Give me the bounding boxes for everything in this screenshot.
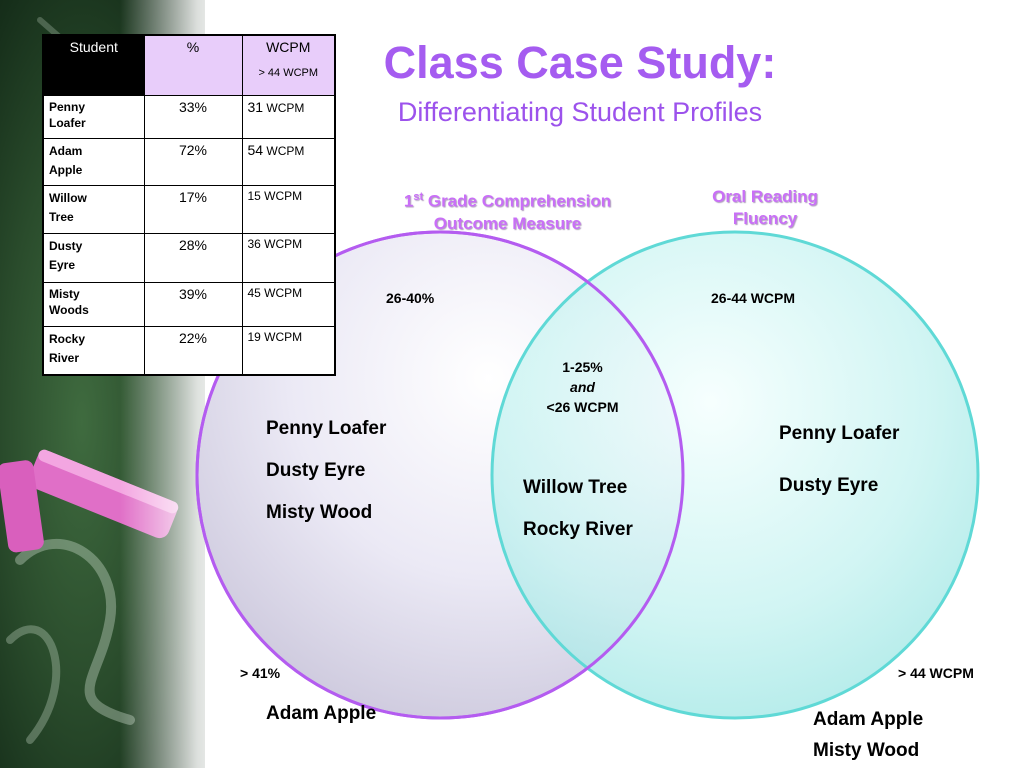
student-name-cell: Adam Apple <box>42 137 145 187</box>
list-item: Misty Wood <box>266 502 373 523</box>
percent-cell: 39% <box>143 281 243 328</box>
percent-cell: 72% <box>143 137 243 187</box>
overlap-wcpm-range: <26 WCPM <box>546 399 619 415</box>
percent-cell: 22% <box>143 326 243 376</box>
header-wcpm-label: WCPM <box>266 39 311 55</box>
page-subtitle: Differentiating Student Profiles <box>397 97 763 127</box>
student-name-cell: Misty Woods <box>42 281 145 328</box>
wcpm-cell: 19 WCPM <box>241 326 336 376</box>
header-wcpm: WCPM > 44 WCPM <box>241 34 336 96</box>
student-name-cell: Penny Loafer <box>42 94 145 139</box>
student-last-name: Apple <box>49 162 83 177</box>
wcpm-value: 54 <box>247 141 264 158</box>
wcpm-cell: 36 WCPM <box>241 233 336 283</box>
list-item: Rocky River <box>523 519 633 540</box>
list-item: Adam Apple <box>266 703 377 724</box>
wcpm-cell: 15 WCPM <box>241 185 336 235</box>
header-student: Student <box>42 34 145 96</box>
wcpm-unit: 36 WCPM <box>247 237 303 252</box>
student-first-name: Misty <box>49 286 80 301</box>
student-first-name: Adam <box>49 143 83 158</box>
wcpm-unit: WCPM <box>266 143 305 158</box>
left-circle-heading: 1st Grade Comprehension Outcome Measure <box>370 186 645 235</box>
wcpm-value: 31 <box>247 98 264 115</box>
wcpm-cell: 31 WCPM <box>241 94 336 139</box>
wcpm-unit: 45 WCPM <box>247 285 303 300</box>
student-last-name: Loafer <box>49 115 86 130</box>
overlap-percent-range: 1-25% <box>562 359 603 375</box>
percent-cell: 17% <box>143 185 243 235</box>
student-last-name: Eyre <box>49 258 76 273</box>
heading-oral-reading: Oral Reading <box>712 187 818 206</box>
left-circle-outline <box>195 230 685 720</box>
heading-outcome-measure: Outcome Measure <box>433 213 582 233</box>
table-header-row: Student % WCPM > 44 WCPM <box>42 34 336 96</box>
right-above-names: Adam Apple Misty Wood <box>813 704 923 766</box>
list-item: Dusty Eyre <box>779 475 879 496</box>
header-wcpm-threshold: > 44 WCPM <box>258 67 319 79</box>
list-item: Misty Wood <box>813 740 920 761</box>
student-last-name: River <box>49 351 80 366</box>
wcpm-cell: 54 WCPM <box>241 137 336 187</box>
heading-grade-ordinal: st <box>413 191 424 203</box>
list-item: Penny Loafer <box>266 418 387 439</box>
wcpm-cell: 45 WCPM <box>241 281 336 328</box>
overlap-and: and <box>570 379 595 395</box>
pink-chalk-stub <box>0 460 44 553</box>
list-item: Adam Apple <box>813 709 924 730</box>
student-name-cell: Rocky River <box>42 326 145 376</box>
student-first-name: Dusty <box>49 239 83 254</box>
table-row: Penny Loafer 33% 31 WCPM <box>42 94 336 139</box>
list-item: Dusty Eyre <box>266 460 366 481</box>
table-row: Adam Apple 72% 54 WCPM <box>42 137 336 187</box>
student-name-cell: Dusty Eyre <box>42 233 145 283</box>
heading-grade-number: 1 <box>403 191 414 211</box>
right-circle-heading: Oral Reading Fluency <box>680 186 850 230</box>
right-circle-fluency <box>490 230 980 720</box>
list-item: Penny Loafer <box>779 423 900 444</box>
student-first-name: Penny <box>49 99 86 114</box>
student-last-name: Woods <box>49 302 89 317</box>
wcpm-unit: 15 WCPM <box>247 189 303 204</box>
right-range-label: 26-44 WCPM <box>711 290 796 306</box>
student-first-name: Willow <box>49 191 87 206</box>
overlap-condition: 1-25% and <26 WCPM <box>520 357 645 417</box>
table-row: Willow Tree 17% 15 WCPM <box>42 185 336 235</box>
right-above-threshold: > 44 WCPM <box>898 665 974 681</box>
left-circle-names: Penny Loafer Dusty Eyre Misty Wood <box>266 408 386 534</box>
student-name-cell: Willow Tree <box>42 185 145 235</box>
right-circle-names: Penny Loafer Dusty Eyre <box>779 408 899 512</box>
heading-fluency: Fluency <box>732 209 798 228</box>
table-row: Dusty Eyre 28% 36 WCPM <box>42 233 336 283</box>
percent-cell: 33% <box>143 94 243 139</box>
wcpm-unit: 19 WCPM <box>247 330 303 345</box>
heading-grade-text: Grade Comprehension <box>423 191 612 211</box>
student-first-name: Rocky <box>49 332 86 347</box>
table-row: Rocky River 22% 19 WCPM <box>42 326 336 376</box>
overlap-names: Willow Tree Rocky River <box>523 467 633 551</box>
table-row: Misty Woods 39% 45 WCPM <box>42 281 336 328</box>
left-above-threshold: > 41% <box>240 665 281 681</box>
wcpm-unit: WCPM <box>266 100 305 115</box>
page-title: Class Case Study: <box>383 37 777 88</box>
left-above-names: Adam Apple <box>266 698 376 729</box>
student-last-name: Tree <box>49 210 74 225</box>
percent-cell: 28% <box>143 233 243 283</box>
header-percent: % <box>143 34 243 96</box>
left-range-label: 26-40% <box>386 290 435 306</box>
student-data-table: Student % WCPM > 44 WCPM Penny Loafer 33%… <box>42 34 336 376</box>
list-item: Willow Tree <box>523 477 628 498</box>
